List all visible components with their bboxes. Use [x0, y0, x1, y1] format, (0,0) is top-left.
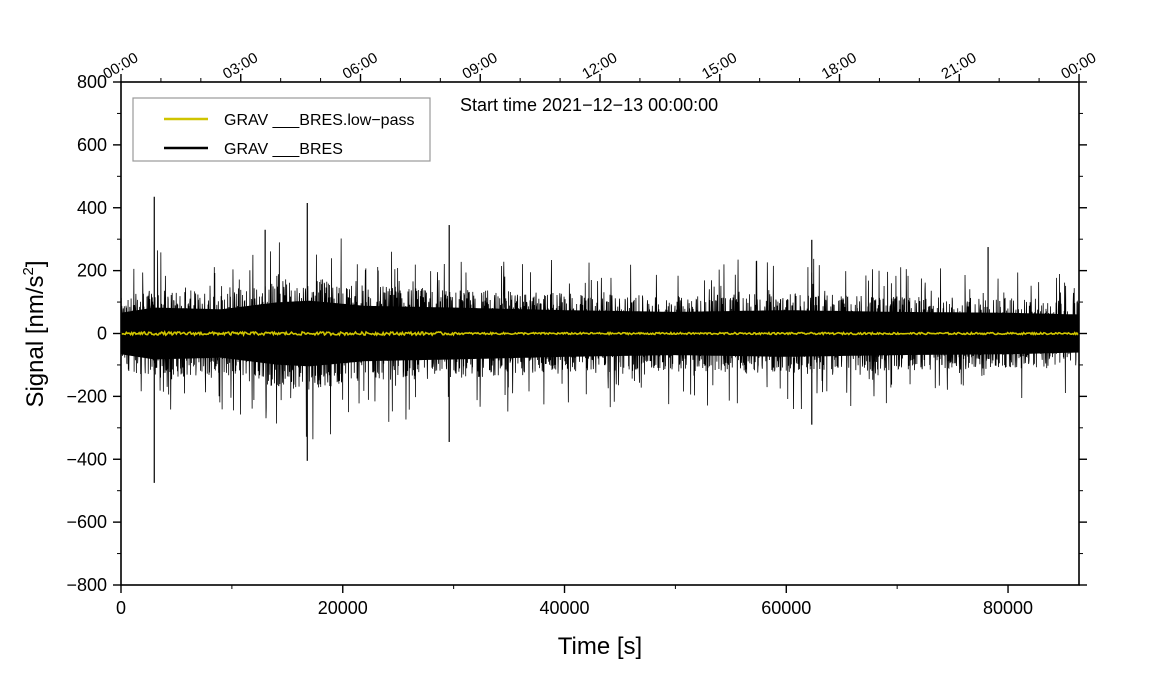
axis-ticks — [113, 74, 1087, 593]
y-tick-label: −600 — [66, 512, 107, 532]
y-axis-title: Signal [nm/s2] — [20, 260, 49, 407]
y-axis-title-main: Signal [nm/s — [22, 275, 49, 407]
y-tick-label: 400 — [77, 198, 107, 218]
x-tick-label: 80000 — [983, 598, 1033, 618]
series-lowpass-line — [120, 329, 1080, 338]
y-tick-label: −200 — [66, 386, 107, 406]
x-tick-label: 40000 — [539, 598, 589, 618]
y-axis-title-end: ] — [22, 260, 49, 267]
signal-traces — [120, 196, 1080, 483]
legend: GRAV ___BRES.low−pass GRAV ___BRES — [132, 97, 431, 162]
legend-label-raw: GRAV ___BRES — [224, 141, 343, 158]
x-tick-label: 60000 — [761, 598, 811, 618]
y-axis-title-superscript: 2 — [20, 267, 37, 275]
y-tick-label: 800 — [77, 72, 107, 92]
legend-box — [132, 97, 431, 162]
y-tick-label: 200 — [77, 261, 107, 281]
x-tick-label: 20000 — [318, 598, 368, 618]
x-axis-title: Time [s] — [558, 633, 642, 660]
legend-label-lowpass: GRAV ___BRES.low−pass — [224, 112, 414, 129]
y-tick-label: −800 — [66, 575, 107, 595]
y-tick-label: 600 — [77, 135, 107, 155]
x-tick-label: 0 — [116, 598, 126, 618]
start-time-annotation: Start time 2021−12−13 00:00:00 — [460, 95, 718, 115]
y-tick-label: −400 — [66, 449, 107, 469]
y-tick-label: 0 — [97, 324, 107, 344]
